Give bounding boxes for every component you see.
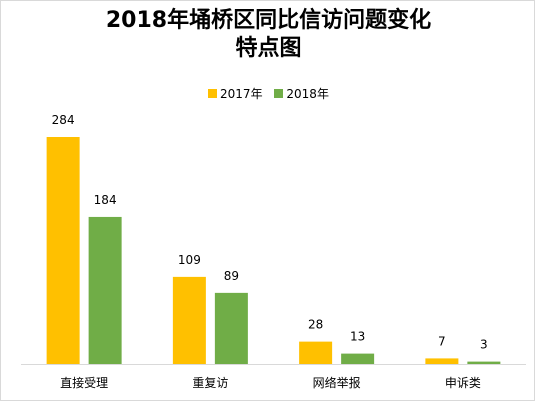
category-label-1: 重复访 <box>192 376 228 390</box>
data-label-2017-2: 28 <box>308 318 323 332</box>
chart-title-line1: 2018年埇桥区同比信访问题变化 <box>105 8 432 33</box>
bar-2018-2 <box>341 353 375 364</box>
legend-item-2018: 2018年 <box>274 85 329 102</box>
bar-2017-1 <box>172 276 206 364</box>
bar-2018-0 <box>88 216 122 364</box>
bar-2017-2 <box>299 341 333 364</box>
category-label-3: 申诉类 <box>445 376 481 390</box>
bar-2018-1 <box>214 292 248 364</box>
bar-2018-3 <box>467 361 501 364</box>
bar-2017-0 <box>46 137 80 364</box>
data-label-2017-3: 7 <box>438 334 446 348</box>
chart-legend: 2017年 2018年 <box>1 85 535 102</box>
data-label-2018-2: 13 <box>350 330 365 344</box>
legend-swatch-2018 <box>274 89 284 98</box>
chart-title-line2: 特点图 <box>235 36 302 61</box>
data-label-2018-1: 89 <box>224 269 239 283</box>
chart-title: 2018年埇桥区同比信访问题变化 特点图 <box>1 7 535 63</box>
legend-swatch-2017 <box>208 89 218 98</box>
category-label-0: 直接受理 <box>60 375 108 390</box>
bar-2017-3 <box>425 358 459 364</box>
data-label-2017-0: 284 <box>52 113 75 127</box>
data-label-2018-3: 3 <box>480 338 488 352</box>
category-label-2: 网络举报 <box>313 375 361 390</box>
data-label-2017-1: 109 <box>178 253 201 267</box>
data-label-2018-0: 184 <box>94 193 117 207</box>
legend-item-2017: 2017年 <box>208 85 263 102</box>
legend-label-2017: 2017年 <box>220 87 263 101</box>
legend-label-2018: 2018年 <box>286 87 329 101</box>
